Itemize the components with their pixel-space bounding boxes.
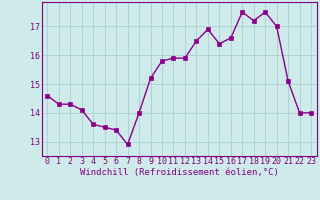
X-axis label: Windchill (Refroidissement éolien,°C): Windchill (Refroidissement éolien,°C) <box>80 168 279 177</box>
